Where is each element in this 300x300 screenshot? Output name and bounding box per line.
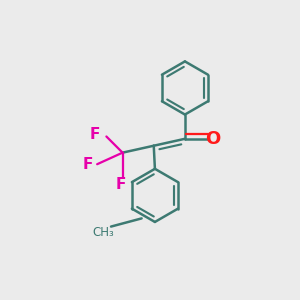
Text: F: F — [83, 157, 93, 172]
Text: O: O — [205, 130, 220, 148]
Text: F: F — [90, 128, 100, 142]
Text: F: F — [116, 178, 126, 193]
Text: CH₃: CH₃ — [92, 226, 114, 239]
